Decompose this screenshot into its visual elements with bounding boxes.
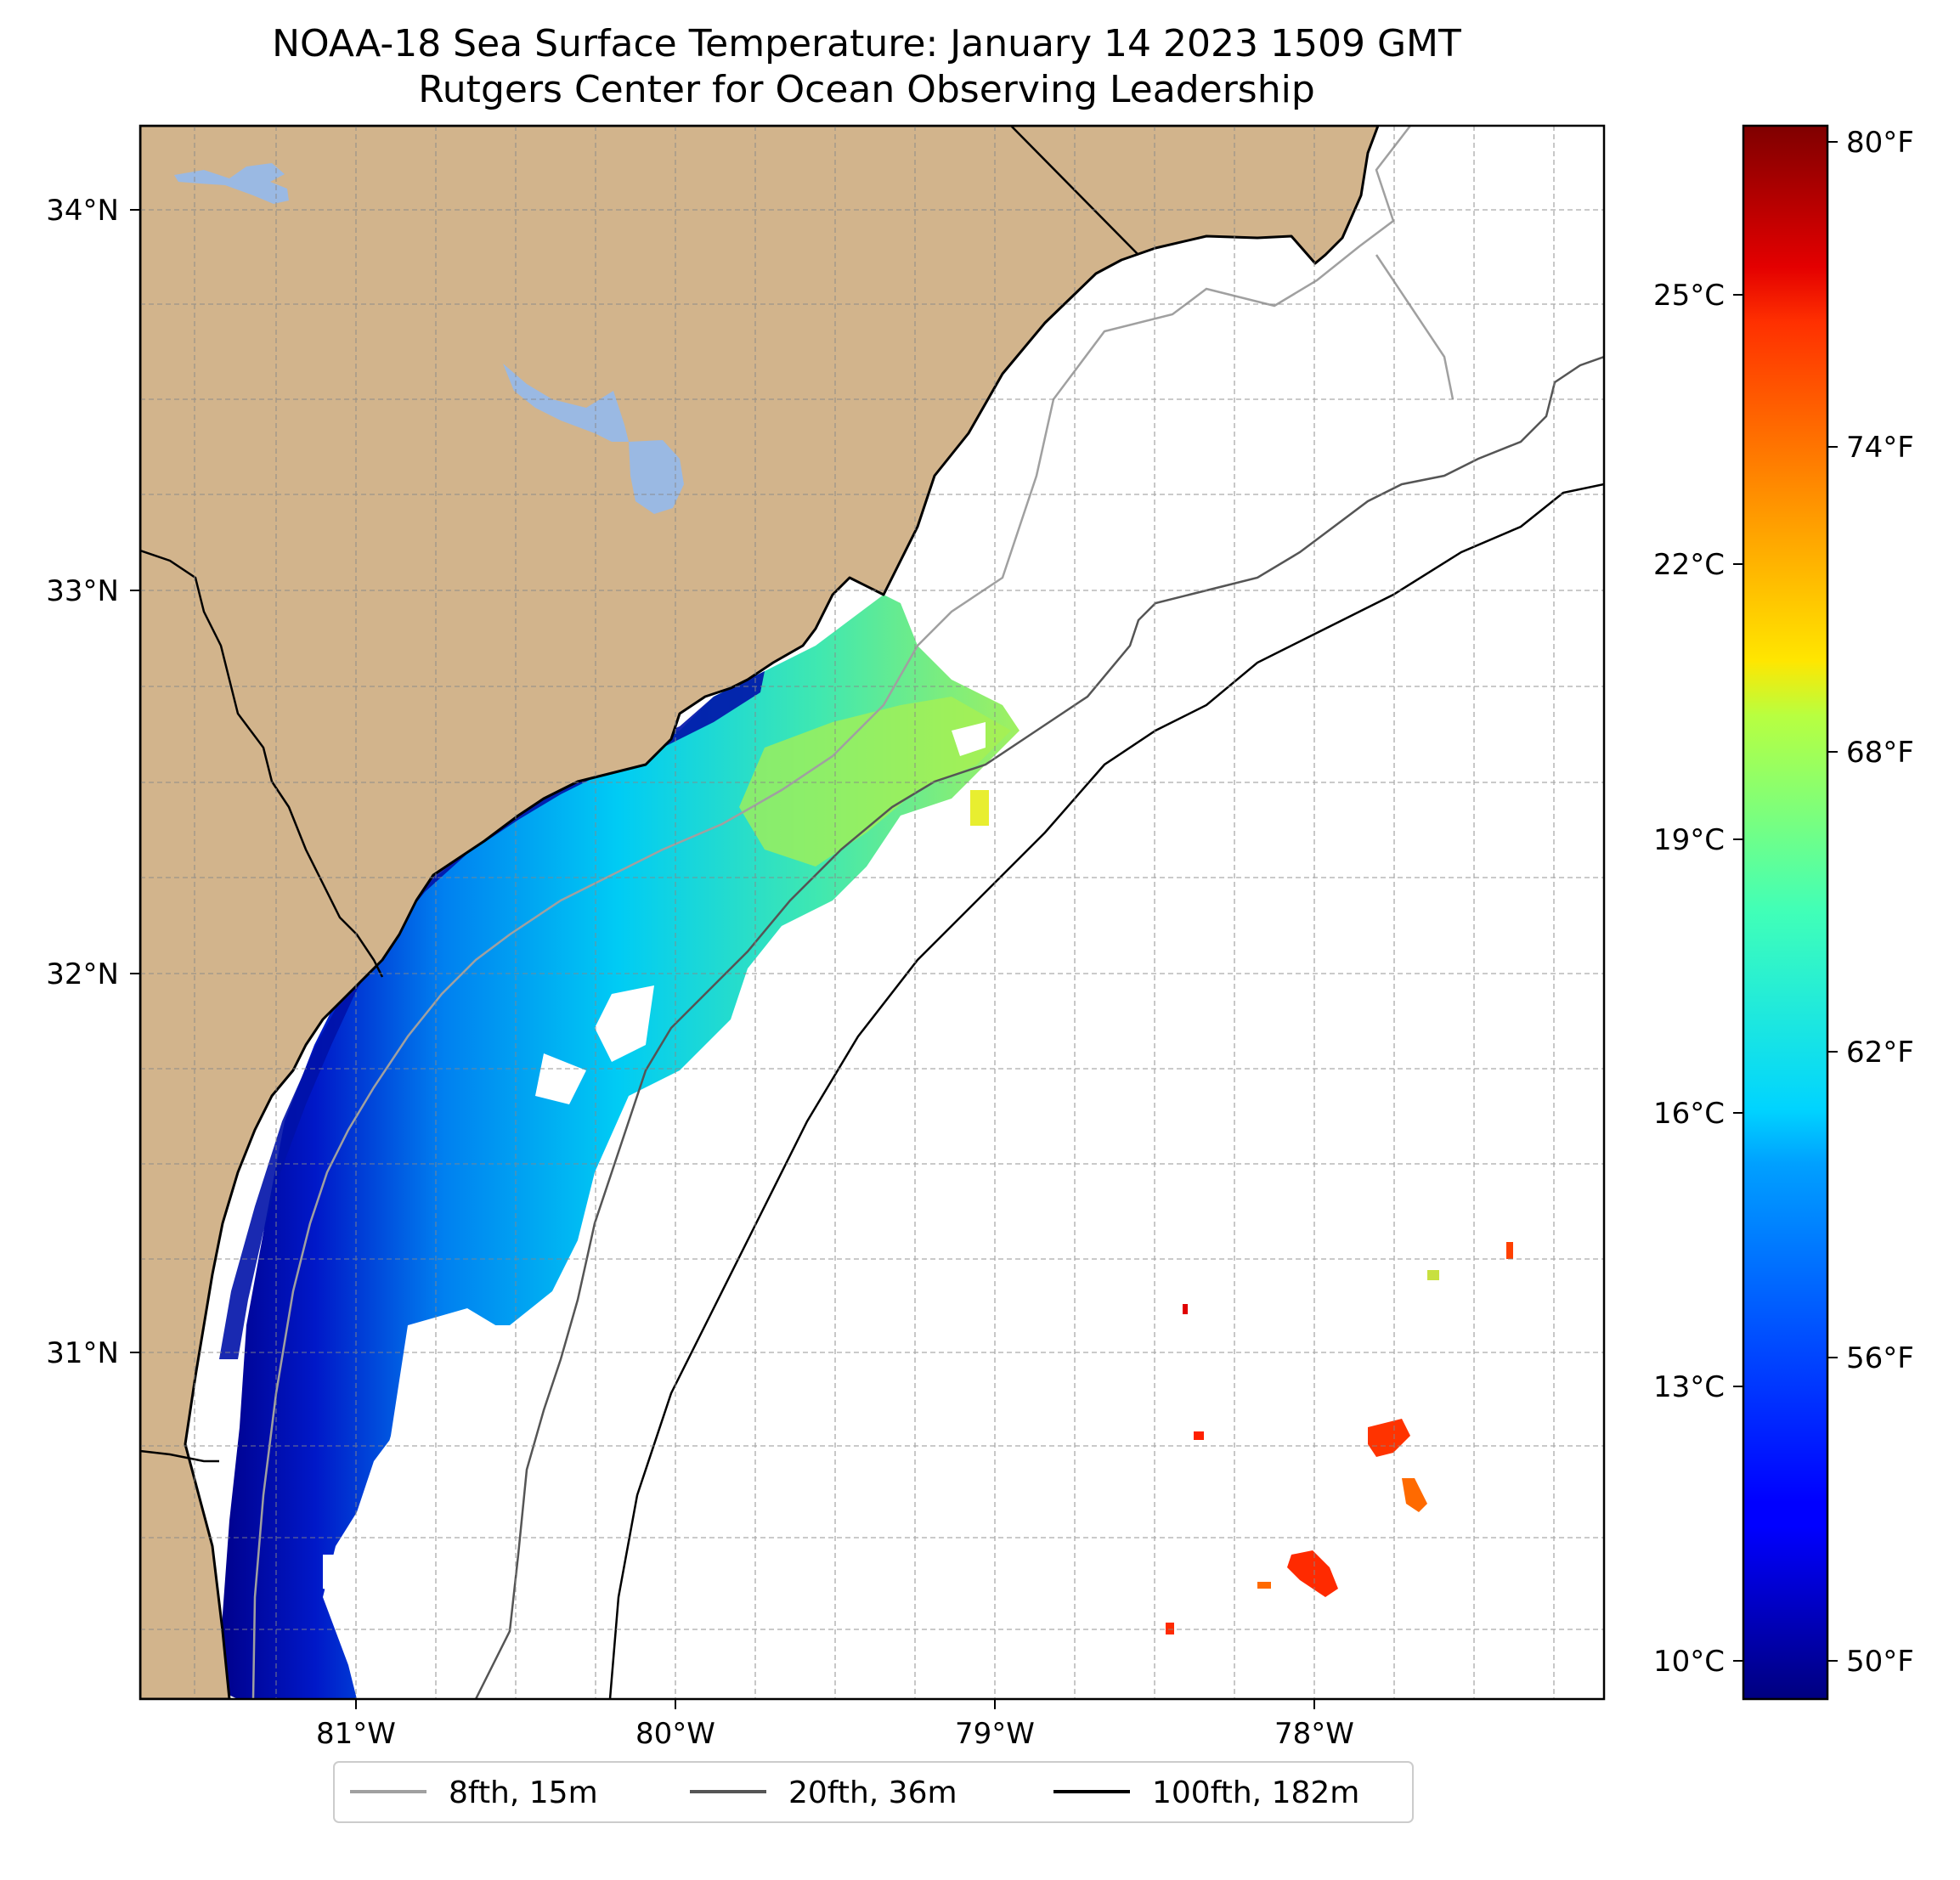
land	[140, 126, 1380, 1699]
lake-north	[174, 163, 289, 204]
colorbar-c-label-13: 13°C	[1653, 1370, 1725, 1404]
title-line-1: NOAA-18 Sea Surface Temperature: January…	[272, 22, 1461, 65]
legend: 8fth, 15m 20fth, 36m 100fth, 182m	[333, 1761, 1414, 1823]
colorbar-ticks-left	[1733, 294, 1743, 1662]
lon-label-79: 79°W	[955, 1717, 1035, 1751]
gridlines	[140, 126, 1604, 1699]
colorbar-f-label-74: 74°F	[1846, 431, 1914, 465]
colorbar-c-label-16: 16°C	[1653, 1097, 1725, 1131]
sst-warm-spot-3	[1287, 1550, 1338, 1597]
colorbar-gradient	[1742, 124, 1829, 1701]
sst-warm-spot-7	[1427, 1270, 1439, 1280]
sst-warm-patch	[739, 697, 1011, 867]
swath-gap-2	[595, 985, 654, 1062]
colorbar-c-label-19: 19°C	[1653, 823, 1725, 857]
lon-label-81: 81°W	[316, 1717, 396, 1751]
lat-label-32: 32°N	[46, 957, 119, 991]
sst-warm-spot-5	[1183, 1304, 1188, 1314]
title-line-2: Rutgers Center for Ocean Observing Leade…	[418, 68, 1315, 111]
axis-ticks	[130, 209, 1315, 1709]
colorbar: 25°C 22°C 19°C 16°C 13°C 10°C 80°F 74°F …	[1653, 124, 1914, 1701]
sst-warm-spot-2	[1402, 1478, 1427, 1512]
colorbar-ticks-right	[1827, 141, 1838, 1662]
lat-label-34: 34°N	[46, 194, 119, 228]
sst-warm-spot-6	[1257, 1582, 1271, 1589]
colorbar-f-label-80: 80°F	[1846, 126, 1914, 160]
isobath-100fth	[608, 483, 1604, 1699]
sst-warm-spot-4	[1194, 1431, 1204, 1440]
state-border-ga-fl	[140, 1449, 219, 1463]
map-panel	[140, 126, 1604, 1699]
lat-label-33: 33°N	[46, 574, 119, 608]
legend-box	[333, 1761, 1414, 1823]
colorbar-f-label-68: 68°F	[1846, 736, 1914, 770]
sst-warm-spot-8	[1506, 1242, 1513, 1259]
colorbar-f-label-56: 56°F	[1846, 1341, 1914, 1375]
isobath-8fth	[251, 126, 1411, 1699]
isobath-20fth	[474, 355, 1604, 1699]
sst-warm-spot-9	[1166, 1623, 1174, 1634]
sst-warm-spot-1	[1368, 1419, 1410, 1457]
legend-label-100fth: 100fth, 182m	[1152, 1776, 1359, 1810]
legend-label-20fth: 20fth, 36m	[788, 1776, 957, 1810]
isobath-8fth-upper	[1375, 254, 1454, 400]
lon-label-80: 80°W	[635, 1717, 715, 1751]
swath-gap-4	[323, 1555, 357, 1597]
lat-label-31: 31°N	[46, 1336, 119, 1370]
lake-marion	[503, 364, 629, 442]
lon-label-78: 78°W	[1274, 1717, 1354, 1751]
colorbar-c-label-22: 22°C	[1653, 548, 1725, 582]
colorbar-c-label-25: 25°C	[1653, 279, 1725, 313]
map-frame	[138, 124, 1606, 1701]
swath-gap-1	[357, 1308, 510, 1555]
colorbar-c-label-10: 10°C	[1653, 1645, 1725, 1679]
swath-gap-3	[535, 1053, 586, 1104]
colorbar-f-label-50: 50°F	[1846, 1645, 1914, 1679]
legend-label-8fth: 8fth, 15m	[449, 1776, 598, 1810]
lake-moultrie	[629, 440, 684, 514]
state-border-sc-ga	[140, 549, 384, 978]
sst-warm-spot-10	[970, 790, 989, 826]
swath-gap-5	[952, 722, 986, 756]
colorbar-f-label-62: 62°F	[1846, 1036, 1914, 1070]
